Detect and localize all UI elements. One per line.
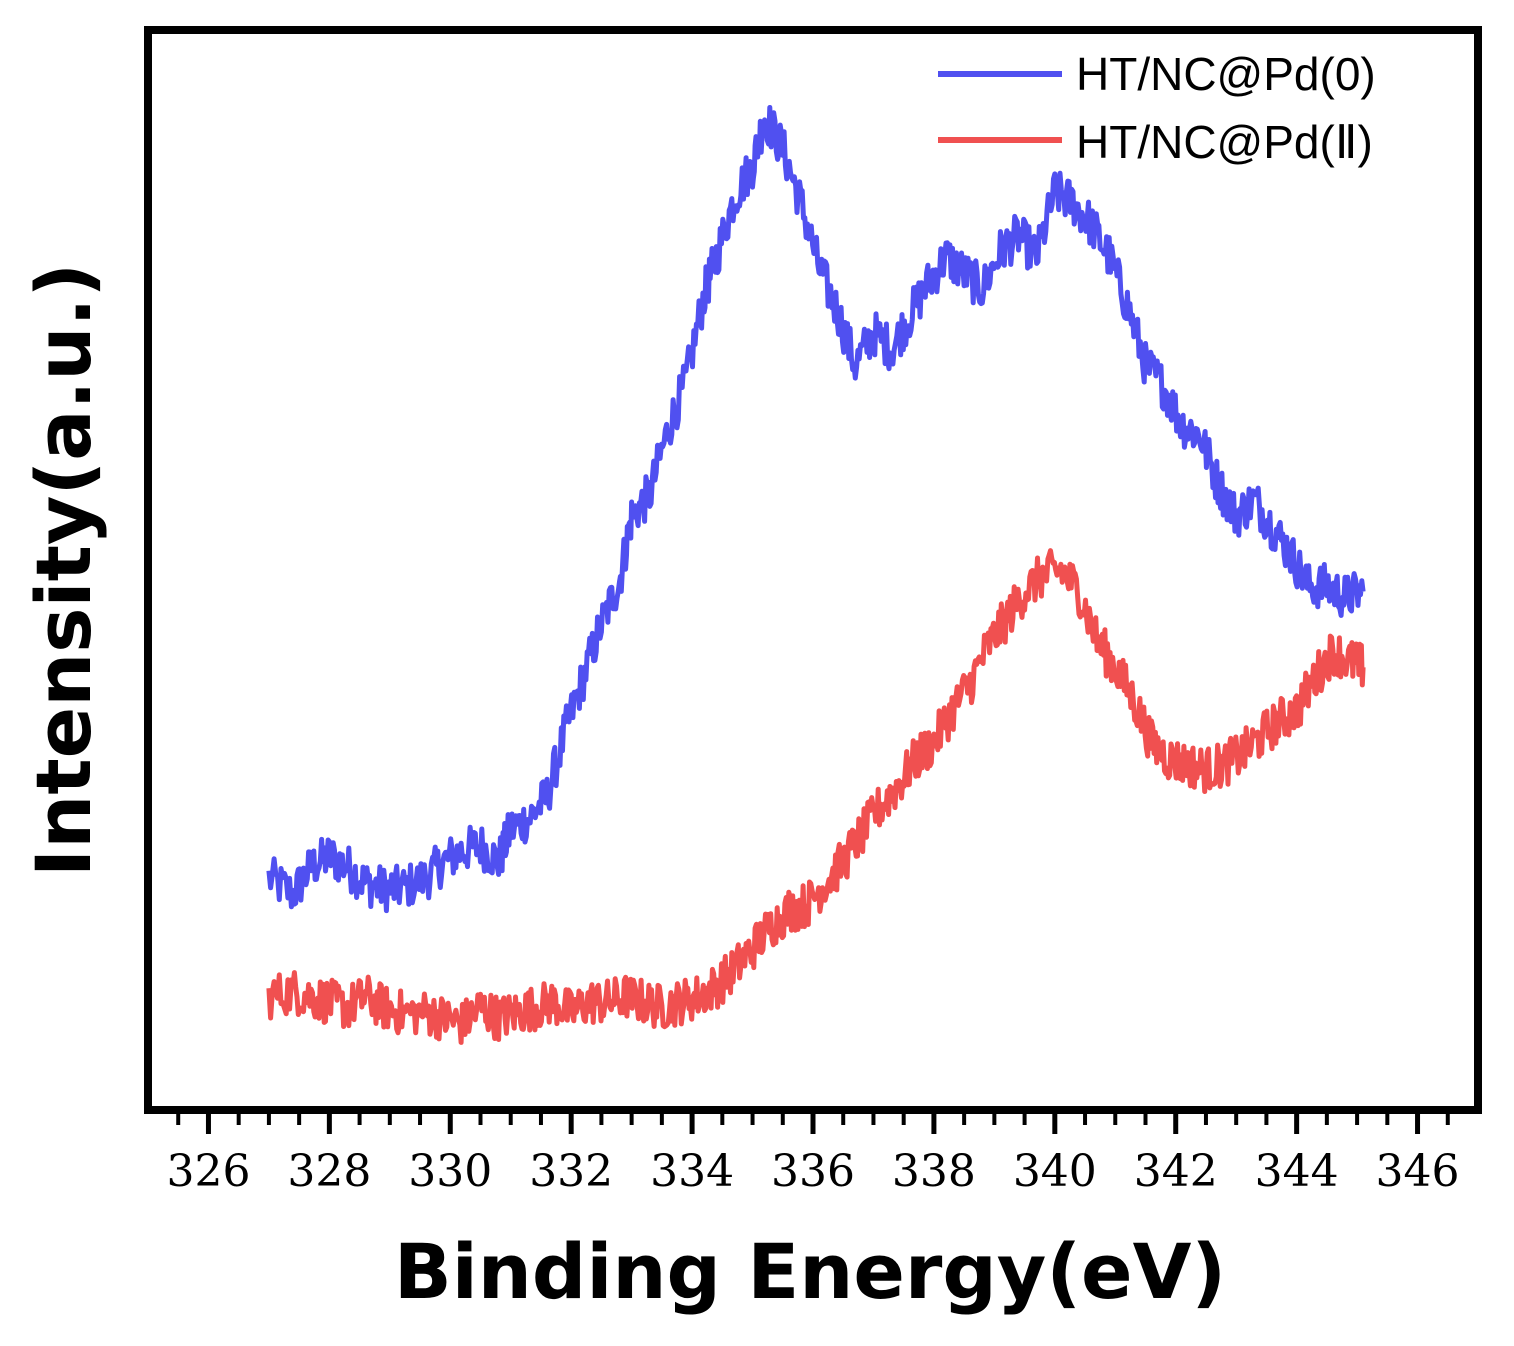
legend: HT/NC@Pd(0) HT/NC@Pd(Ⅱ) (938, 48, 1376, 168)
x-tick-label: 336 (771, 1146, 855, 1197)
x-tick-label: 334 (650, 1146, 734, 1197)
series-layer (266, 105, 1366, 1045)
x-tick-label: 346 (1376, 1146, 1460, 1197)
y-axis-title: Intensity(a.u.) (19, 263, 108, 877)
x-tick-label: 330 (408, 1146, 492, 1197)
series-line-pd2 (266, 548, 1366, 1045)
x-tick-label: 342 (1134, 1146, 1218, 1197)
x-axis-ticks (176, 1114, 1450, 1134)
x-tick-label: 332 (529, 1146, 613, 1197)
x-tick-label: 326 (166, 1146, 250, 1197)
x-axis-title: Binding Energy(eV) (394, 1227, 1226, 1316)
x-tick-label: 328 (287, 1146, 371, 1197)
x-tick-label: 344 (1255, 1146, 1339, 1197)
x-tick-label: 338 (892, 1146, 976, 1197)
x-tick-label: 340 (1013, 1146, 1097, 1197)
legend-label-pd2: HT/NC@Pd(Ⅱ) (1076, 116, 1373, 168)
series-line-pd0 (266, 105, 1366, 914)
x-axis-tick-labels: 326 328 330 332 334 336 338 340 342 344 346 (166, 1146, 1459, 1197)
plot-frame (144, 26, 1482, 1114)
legend-label-pd0: HT/NC@Pd(0) (1076, 48, 1376, 100)
